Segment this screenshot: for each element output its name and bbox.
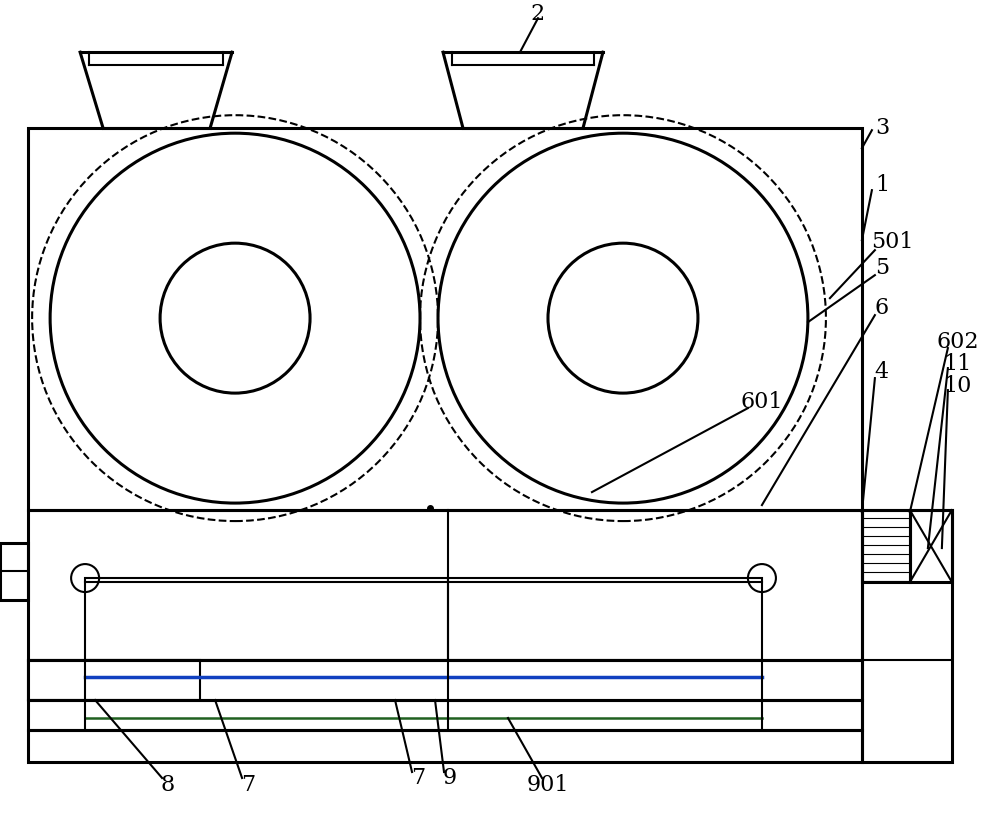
Text: 5: 5	[875, 257, 889, 279]
Text: 10: 10	[944, 375, 972, 397]
Text: 9: 9	[443, 767, 457, 789]
Text: 6: 6	[875, 297, 889, 319]
Text: 11: 11	[944, 353, 972, 375]
Text: 7: 7	[241, 774, 255, 796]
Text: 501: 501	[871, 232, 913, 253]
Text: 4: 4	[875, 361, 889, 383]
Text: 901: 901	[527, 774, 569, 796]
Text: 602: 602	[937, 331, 979, 353]
Text: 2: 2	[531, 3, 545, 26]
Text: 8: 8	[161, 774, 175, 796]
Text: 1: 1	[875, 174, 889, 196]
Bar	[28, 730, 862, 762]
Text: 3: 3	[875, 117, 889, 139]
Bar	[28, 660, 862, 700]
Bar	[862, 510, 952, 762]
Bar	[28, 129, 862, 510]
Bar	[28, 660, 200, 700]
Bar	[910, 510, 952, 582]
Bar	[28, 510, 862, 660]
Bar	[28, 700, 862, 730]
Text: 7: 7	[411, 767, 425, 789]
Text: 601: 601	[741, 391, 783, 413]
Bar	[0, 543, 28, 600]
Bar	[862, 510, 910, 582]
